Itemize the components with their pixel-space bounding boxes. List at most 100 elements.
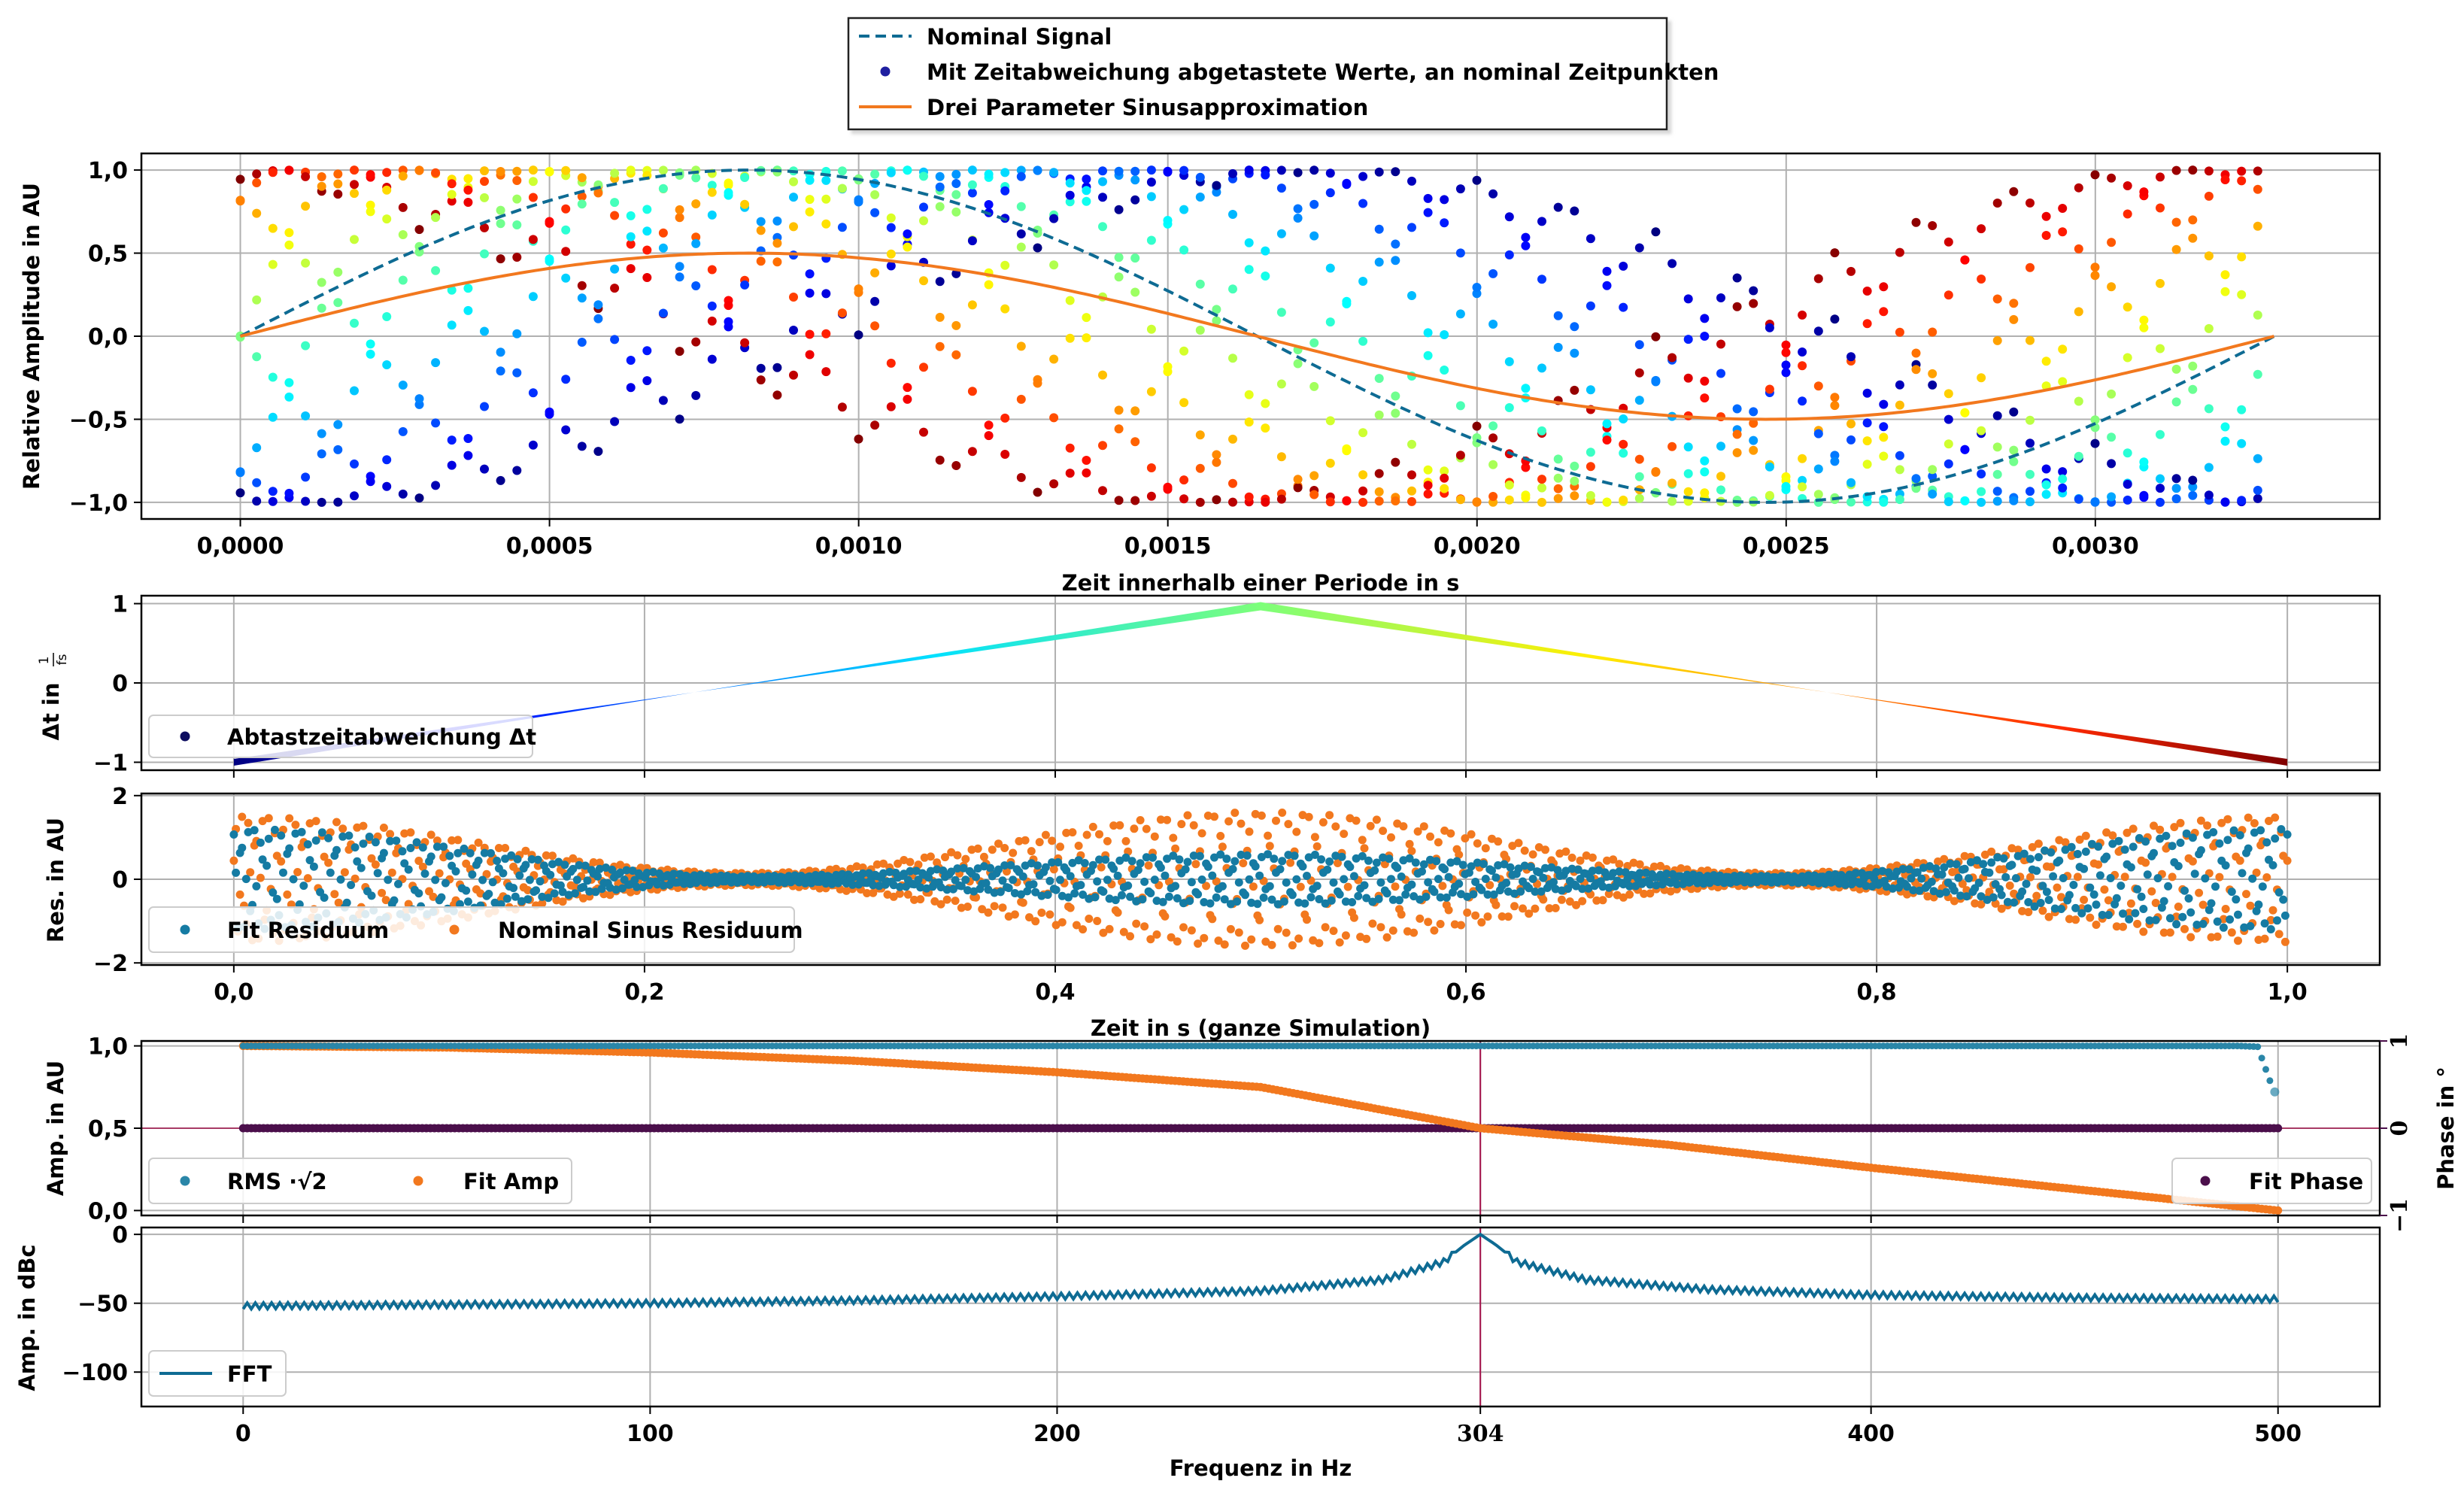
sample-point (1570, 461, 1579, 471)
nominal-residual-point (1426, 832, 1434, 841)
sample-point (870, 296, 880, 306)
nominal-residual-point (1027, 847, 1036, 856)
nominal-residual-point (1144, 861, 1153, 870)
sample-point (2107, 173, 2117, 183)
sample-point (1765, 384, 1774, 394)
sample-point (1212, 450, 1221, 460)
nominal-residual-point (1058, 918, 1067, 927)
fit-residual-point (406, 844, 415, 852)
nominal-residual-point (1434, 838, 1443, 847)
nominal-residual-point (2086, 913, 2095, 922)
nominal-residual-point (1416, 914, 1425, 923)
fit-residual-point (1489, 890, 1498, 899)
sample-point (2090, 262, 2100, 272)
fit-residual-point (1264, 850, 1273, 859)
fit-residual-point (1491, 873, 1501, 882)
fit-residual-point (579, 882, 587, 891)
fit-residual-point (1194, 890, 1203, 899)
nominal-residual-point (1987, 847, 1996, 856)
fit-residual-point (1183, 857, 1192, 866)
sample-point (1228, 478, 1237, 488)
fit-residual-point (1662, 869, 1671, 879)
sample-point (1537, 275, 1546, 284)
sample-point (382, 455, 392, 465)
sample-point (1407, 439, 1416, 449)
fit-residual-point (2205, 906, 2214, 915)
x-tick-label: 0,0010 (815, 533, 903, 560)
sample-point (317, 449, 326, 459)
nominal-residual-point (2203, 821, 2212, 830)
sample-point (1000, 413, 1010, 423)
fit-residual-point (441, 879, 450, 888)
sample-point (1862, 418, 1872, 428)
sample-point (301, 496, 311, 506)
fit-residual-point (1516, 887, 1525, 896)
fit-residual-point (994, 865, 1003, 874)
sample-point (886, 168, 896, 178)
nominal-residual-point (258, 817, 267, 826)
sample-point (333, 497, 343, 507)
fit-residual-point (1010, 889, 1019, 897)
nominal-residual-point (1485, 881, 1494, 890)
sample-point (626, 211, 636, 220)
sample-point (1082, 333, 1091, 343)
nominal-residual-point (2168, 872, 2177, 882)
nominal-residual-point (359, 821, 368, 830)
fit-residual-point (1054, 858, 1063, 866)
fit-residual-point (1158, 897, 1167, 906)
nominal-residual-point (863, 889, 872, 897)
fit-residual-point (1397, 872, 1406, 881)
fit-residual-point (2114, 836, 2123, 845)
nominal-residual-point (910, 895, 918, 904)
fit-residual-point (1862, 882, 1871, 891)
sample-point (1325, 497, 1335, 507)
x-tick-label: 500 (2254, 1421, 2302, 1447)
fit-residual-point (2104, 911, 2113, 919)
sample-point (1634, 368, 1644, 378)
sample-point (951, 320, 961, 330)
sample-point (561, 425, 571, 435)
nominal-residual-point (1450, 920, 1459, 929)
x-tick-label: 0,0005 (506, 533, 593, 560)
x-tick-label: 0,0030 (2052, 533, 2139, 560)
nominal-residual-point (2254, 936, 2263, 944)
fit-residual-point (1987, 858, 1996, 867)
sample-point (1391, 239, 1400, 249)
p2-legend: Abtastzeitabweichung Δt (148, 715, 536, 758)
sample-point (951, 461, 961, 470)
sample-point (658, 184, 668, 193)
nominal-residual-point (1473, 839, 1482, 848)
fit-residual-point (2277, 825, 2286, 833)
fit-residual-point (1018, 872, 1027, 881)
sample-point (2107, 432, 2117, 442)
fit-residual-point (1929, 887, 1938, 896)
nominal-residual-point (1194, 939, 1203, 948)
nominal-residual-point (1226, 924, 1235, 933)
sample-point (1082, 174, 1091, 184)
nominal-residual-point (1049, 865, 1058, 874)
sample-point (1309, 231, 1319, 241)
p2-ylabel-main: Δt in (38, 683, 64, 741)
sample-point (1537, 217, 1546, 226)
nominal-residual-point (1167, 933, 1176, 942)
sample-point (805, 329, 815, 339)
sample-point (528, 388, 538, 398)
sample-point (577, 293, 587, 303)
sample-point (1651, 467, 1661, 476)
y-tick-label: 0 (112, 867, 128, 894)
nominal-residual-point (879, 859, 888, 868)
sample-point (2041, 490, 2051, 499)
sample-point (1895, 247, 1904, 257)
fit-residual-point (1985, 868, 1994, 877)
fit-residual-point (256, 838, 265, 847)
sample-point (1244, 265, 1254, 275)
fit-residual-point (1150, 875, 1159, 885)
sample-point (1228, 168, 1237, 178)
fit-residual-point (986, 863, 995, 872)
sample-point (1374, 487, 1384, 496)
nominal-residual-point (1015, 836, 1024, 845)
nominal-residual-point (2028, 842, 2037, 851)
sample-point (1570, 348, 1579, 358)
fit-residual-point (2248, 874, 2257, 883)
sample-point (1992, 335, 2002, 345)
